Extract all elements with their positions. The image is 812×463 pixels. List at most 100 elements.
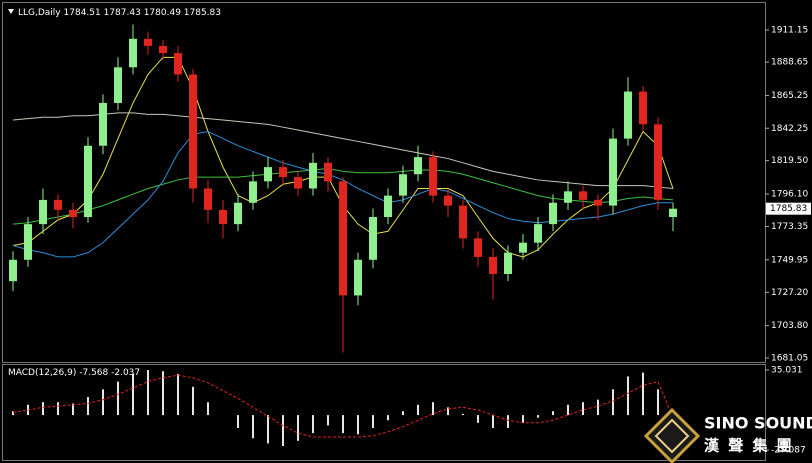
y-tick-label: 1796.10 xyxy=(771,190,808,200)
ohlc-value: 1785.83 xyxy=(184,8,221,18)
macd-bar xyxy=(657,389,659,416)
macd-bar xyxy=(387,415,389,421)
logo-name: SINO SOUND xyxy=(704,414,812,433)
candle-body xyxy=(654,124,662,200)
candle-body xyxy=(129,38,137,68)
candle-body xyxy=(24,224,32,260)
macd-bar xyxy=(237,415,239,428)
macd-bar xyxy=(327,415,329,426)
y-tick-label: -27.087 xyxy=(771,445,806,455)
candle-body xyxy=(639,91,647,125)
price-pane xyxy=(2,2,766,363)
signal-line xyxy=(12,374,674,438)
macd-bar xyxy=(297,415,299,441)
candle-body xyxy=(99,102,107,146)
macd-bar xyxy=(567,404,569,416)
macd-pane xyxy=(2,364,766,461)
candle-body xyxy=(429,157,437,196)
price-label-bg xyxy=(766,202,811,215)
ohlc-value: 1787.43 xyxy=(104,8,141,18)
candle-body xyxy=(189,74,197,189)
macd-bar xyxy=(642,372,644,416)
macd-bar xyxy=(267,415,269,444)
candle-body xyxy=(534,224,542,243)
macd-bar xyxy=(372,415,374,428)
candle-body xyxy=(54,199,62,210)
macd-bar xyxy=(177,373,179,416)
candle-body xyxy=(414,157,422,175)
candle-body xyxy=(384,195,392,218)
macd-bar xyxy=(57,402,59,416)
symbol: LLG,Daily xyxy=(18,8,61,18)
macd-value: -7.568 xyxy=(79,368,108,378)
candle-body xyxy=(159,45,167,54)
candle-body xyxy=(354,259,362,296)
y-tick-label: 1819.50 xyxy=(771,156,808,166)
moving-average xyxy=(12,168,674,225)
macd-bar xyxy=(627,376,629,416)
macd-bar xyxy=(462,413,464,416)
moving-average xyxy=(12,112,674,189)
macd-bar xyxy=(162,371,164,416)
candle-body xyxy=(219,209,227,225)
candle-body xyxy=(489,256,497,275)
y-tick-label: 1911.15 xyxy=(771,26,808,36)
candle-body xyxy=(444,195,452,206)
macd-bar xyxy=(72,403,74,416)
macd-bar xyxy=(312,415,314,434)
macd-bar xyxy=(132,373,134,416)
macd-bar xyxy=(12,411,14,416)
candle-body xyxy=(579,191,587,200)
macd-bar xyxy=(117,381,119,416)
y-tick-label: 1749.95 xyxy=(771,255,808,265)
macd-bar xyxy=(477,415,479,423)
macd-bar xyxy=(552,411,554,416)
macd-bar xyxy=(597,399,599,416)
candle-body xyxy=(279,167,287,178)
macd-bar xyxy=(522,415,524,423)
chart-title: LLG,Daily 1784.51 1787.43 1780.49 1785.8… xyxy=(18,8,221,18)
ohlc-value: 1780.49 xyxy=(144,8,181,18)
candle-body xyxy=(264,167,272,182)
candle-body xyxy=(504,252,512,275)
macd-bar xyxy=(432,402,434,416)
candle-body xyxy=(369,217,377,260)
candle-body xyxy=(564,191,572,203)
macd-bar xyxy=(207,402,209,416)
macd-bar xyxy=(42,402,44,416)
candle-body xyxy=(594,199,602,206)
price-label: 1785.83 xyxy=(770,204,807,214)
macd-value: -2.037 xyxy=(111,368,140,378)
candle-body xyxy=(69,209,77,218)
y-tick-label: 1773.35 xyxy=(771,222,808,232)
macd-bar xyxy=(87,397,89,416)
logo-diamond xyxy=(643,407,701,463)
macd-bar xyxy=(102,389,104,416)
candle-body xyxy=(9,259,17,282)
logo: SINO SOUND 漢 聲 集 團 xyxy=(643,407,812,463)
macd-bar xyxy=(342,415,344,434)
candle-body xyxy=(294,177,302,189)
macd-bar xyxy=(582,402,584,416)
candle-body xyxy=(144,38,152,46)
menu-arrow xyxy=(8,9,14,14)
macd-bar xyxy=(282,415,284,446)
candle-body xyxy=(174,53,182,75)
macd-bar xyxy=(537,415,539,418)
candle-body xyxy=(474,238,482,257)
candle-body xyxy=(204,188,212,210)
y-tick-label: 1865.25 xyxy=(771,91,808,101)
candle-body xyxy=(324,162,332,182)
macd-bar xyxy=(492,415,494,428)
macd-bar xyxy=(612,389,614,416)
candle-body xyxy=(39,199,47,225)
candle-body xyxy=(249,181,257,203)
macd-name: MACD(12,26,9) xyxy=(8,368,76,378)
candle-body xyxy=(624,91,632,139)
candle-body xyxy=(459,205,467,239)
logo-diamond-inner xyxy=(654,418,690,454)
macd-bar xyxy=(192,386,194,416)
candle-body xyxy=(519,242,527,253)
macd-bar xyxy=(507,415,509,428)
